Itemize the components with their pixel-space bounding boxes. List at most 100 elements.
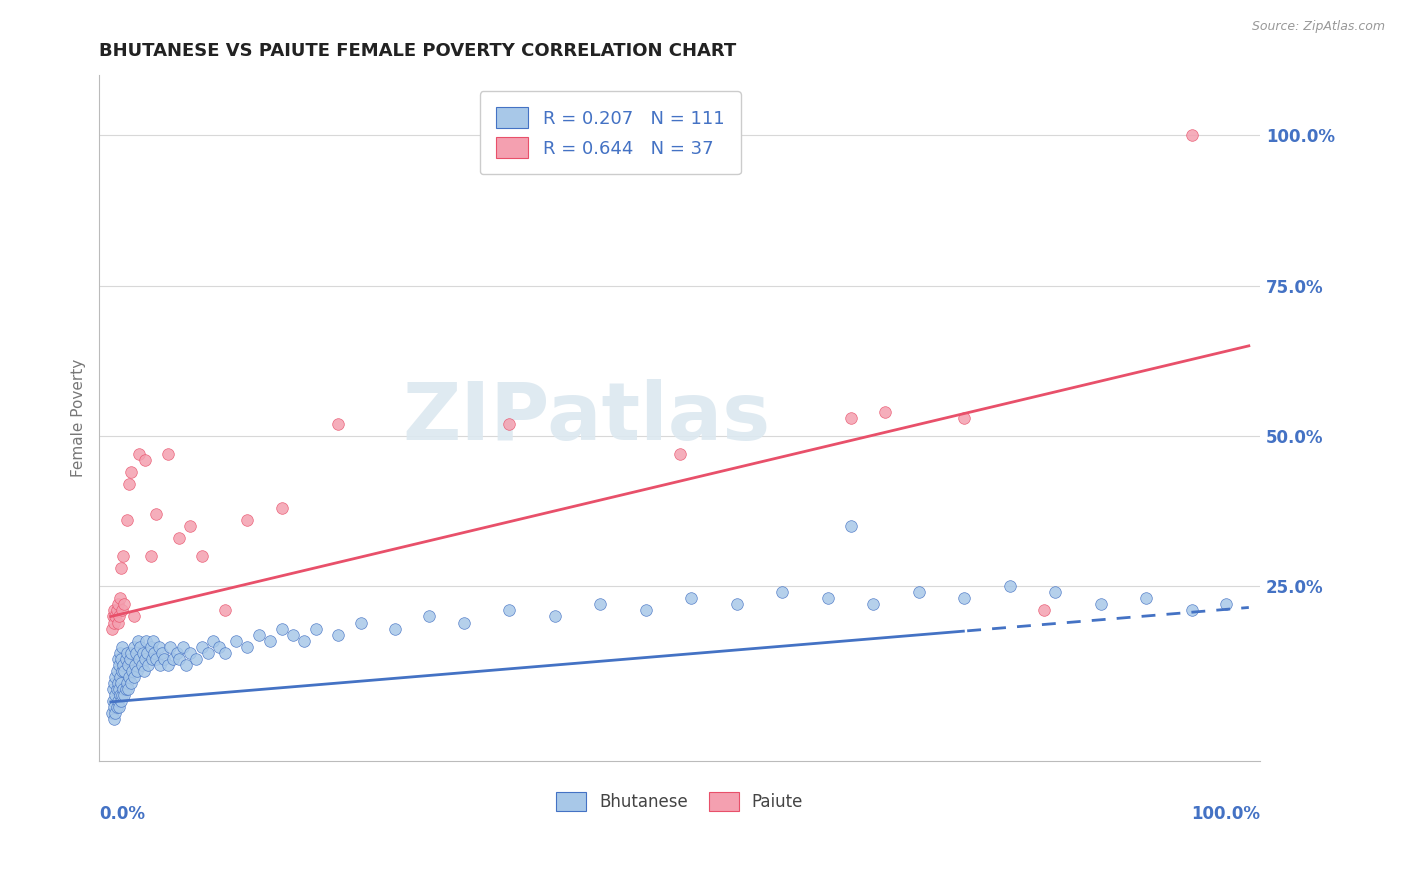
Point: [1045, 585, 1067, 599]
Point: [120, 646, 142, 660]
Point: [174, 657, 197, 672]
Point: [149, 657, 172, 672]
Point: [114, 651, 136, 665]
Point: [112, 681, 135, 696]
Point: [134, 453, 156, 467]
Point: [172, 640, 194, 654]
Point: [259, 633, 281, 648]
Point: [139, 549, 162, 564]
Point: [111, 688, 134, 702]
Point: [453, 615, 475, 630]
Point: [107, 657, 129, 672]
Point: [127, 633, 149, 648]
Point: [111, 640, 134, 654]
Point: [110, 675, 132, 690]
Point: [873, 405, 896, 419]
Point: [108, 670, 131, 684]
Point: [103, 699, 125, 714]
Point: [197, 646, 219, 660]
Point: [104, 706, 127, 720]
Point: [118, 477, 141, 491]
Point: [208, 640, 231, 654]
Point: [384, 622, 406, 636]
Point: [112, 657, 135, 672]
Text: 100.0%: 100.0%: [1191, 805, 1260, 823]
Point: [725, 598, 748, 612]
Point: [122, 609, 145, 624]
Point: [110, 561, 132, 575]
Point: [111, 664, 134, 678]
Point: [236, 640, 259, 654]
Point: [129, 640, 152, 654]
Point: [107, 694, 129, 708]
Point: [118, 670, 141, 684]
Point: [107, 609, 129, 624]
Point: [132, 664, 155, 678]
Point: [105, 699, 128, 714]
Point: [681, 591, 703, 606]
Point: [270, 622, 292, 636]
Point: [418, 609, 440, 624]
Point: [125, 664, 148, 678]
Point: [305, 622, 328, 636]
Point: [103, 615, 125, 630]
Point: [328, 627, 350, 641]
Point: [107, 681, 129, 696]
Point: [167, 531, 190, 545]
Point: [145, 651, 167, 665]
Point: [498, 417, 520, 431]
Point: [162, 651, 184, 665]
Point: [108, 646, 131, 660]
Point: [114, 688, 136, 702]
Point: [1033, 603, 1056, 617]
Text: BHUTANESE VS PAIUTE FEMALE POVERTY CORRELATION CHART: BHUTANESE VS PAIUTE FEMALE POVERTY CORRE…: [100, 42, 737, 60]
Point: [156, 447, 179, 461]
Point: [153, 651, 176, 665]
Point: [121, 664, 143, 678]
Point: [128, 651, 150, 665]
Point: [141, 651, 163, 665]
Point: [136, 646, 159, 660]
Point: [115, 646, 138, 660]
Point: [1181, 603, 1204, 617]
Point: [122, 640, 145, 654]
Point: [998, 579, 1021, 593]
Point: [328, 417, 350, 431]
Point: [105, 664, 128, 678]
Point: [128, 447, 150, 461]
Point: [270, 501, 292, 516]
Point: [907, 585, 929, 599]
Point: [214, 646, 236, 660]
Point: [104, 609, 127, 624]
Point: [122, 670, 145, 684]
Point: [101, 706, 124, 720]
Point: [125, 646, 148, 660]
Point: [103, 675, 125, 690]
Point: [120, 675, 142, 690]
Point: [101, 609, 124, 624]
Point: [103, 712, 125, 726]
Point: [115, 513, 138, 527]
Point: [498, 603, 520, 617]
Point: [114, 598, 136, 612]
Point: [107, 598, 129, 612]
Point: [953, 591, 976, 606]
Point: [1135, 591, 1157, 606]
Text: ZIPatlas: ZIPatlas: [404, 379, 770, 457]
Point: [225, 633, 247, 648]
Point: [110, 651, 132, 665]
Point: [101, 681, 124, 696]
Point: [124, 657, 146, 672]
Point: [135, 633, 157, 648]
Point: [150, 646, 173, 660]
Point: [148, 640, 170, 654]
Point: [104, 688, 127, 702]
Point: [112, 549, 135, 564]
Legend: Bhutanese, Paiute: Bhutanese, Paiute: [550, 785, 810, 818]
Point: [634, 603, 657, 617]
Point: [281, 627, 304, 641]
Point: [114, 681, 136, 696]
Point: [350, 615, 373, 630]
Point: [111, 603, 134, 617]
Point: [108, 688, 131, 702]
